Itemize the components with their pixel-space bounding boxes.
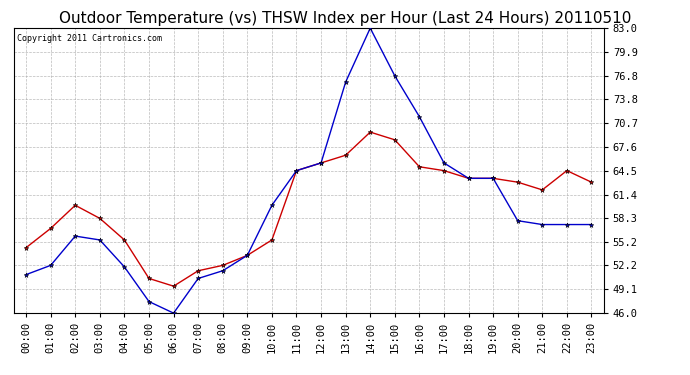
Text: Copyright 2011 Cartronics.com: Copyright 2011 Cartronics.com xyxy=(17,34,161,43)
Text: Outdoor Temperature (vs) THSW Index per Hour (Last 24 Hours) 20110510: Outdoor Temperature (vs) THSW Index per … xyxy=(59,11,631,26)
